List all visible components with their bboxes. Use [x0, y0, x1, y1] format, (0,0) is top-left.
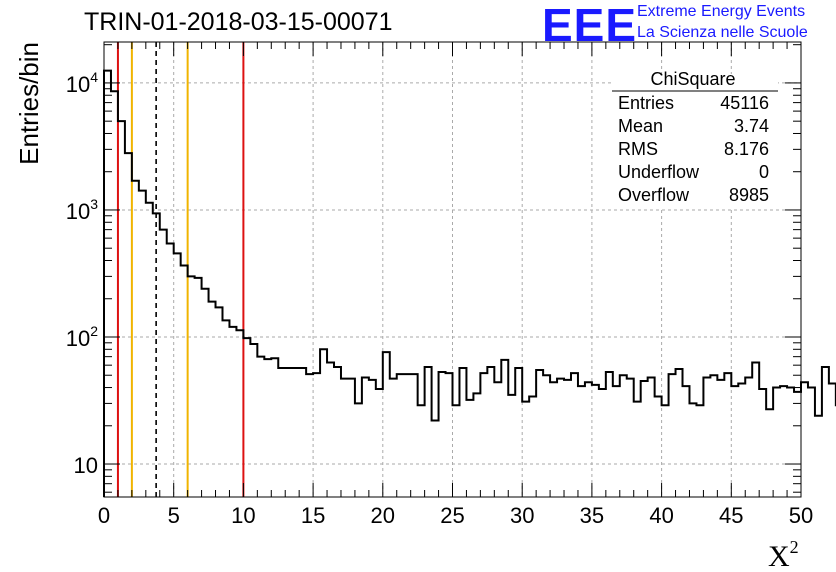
x-tick-label: 10	[231, 503, 255, 528]
stats-label-underflow: Underflow	[618, 162, 700, 182]
y-tick-label: 102	[66, 323, 98, 351]
x-tick-label: 25	[440, 503, 464, 528]
stats-label-entries: Entries	[618, 93, 674, 113]
x-axis-label-base: X	[768, 540, 790, 572]
x-tick-label: 35	[580, 503, 604, 528]
y-tick-labels: 10 102 103 104	[66, 69, 98, 478]
x-tick-label: 45	[719, 503, 743, 528]
stats-box-background	[612, 74, 778, 208]
eee-logo: EEE	[542, 0, 638, 51]
y-tick-label: 104	[66, 69, 98, 97]
x-tick-label: 30	[510, 503, 534, 528]
stats-box: ChiSquare Entries 45116 Mean 3.74 RMS 8.…	[612, 69, 778, 208]
stats-label-rms: RMS	[618, 139, 658, 159]
reference-lines	[116, 42, 245, 497]
x-tick-label: 15	[301, 503, 325, 528]
histogram-series	[103, 69, 836, 497]
stats-value-rms: 8.176	[724, 139, 769, 159]
stats-label-overflow: Overflow	[618, 185, 690, 205]
x-axis-label-sup: 2	[790, 537, 799, 557]
x-tick-label: 5	[168, 503, 180, 528]
grid	[104, 42, 801, 497]
x-axis-label: X2	[768, 537, 799, 572]
y-tick-label: 10	[74, 453, 98, 478]
stats-value-mean: 3.74	[734, 116, 769, 136]
x-tick-labels: 0 5 10 15 20 25 30 35 40 45 50	[98, 503, 813, 528]
x-tick-label: 40	[649, 503, 673, 528]
stats-value-entries: 45116	[720, 93, 769, 113]
stats-value-overflow: 8985	[729, 185, 769, 205]
stats-value-underflow: 0	[759, 162, 769, 182]
y-tick-label: 103	[66, 196, 98, 224]
run-title: TRIN-01-2018-03-15-00071	[84, 8, 393, 36]
axis-ticks	[103, 42, 802, 497]
y-axis-label: Entries/bin	[14, 42, 44, 165]
eee-logo-text-line2: La Scienza nelle Scuole	[637, 24, 808, 41]
stats-box-title: ChiSquare	[650, 69, 735, 89]
x-tick-label: 0	[98, 503, 110, 528]
eee-logo-text-line1: Extreme Energy Events	[637, 3, 806, 20]
x-tick-label: 20	[371, 503, 395, 528]
x-tick-label: 50	[789, 503, 813, 528]
stats-label-mean: Mean	[618, 116, 663, 136]
